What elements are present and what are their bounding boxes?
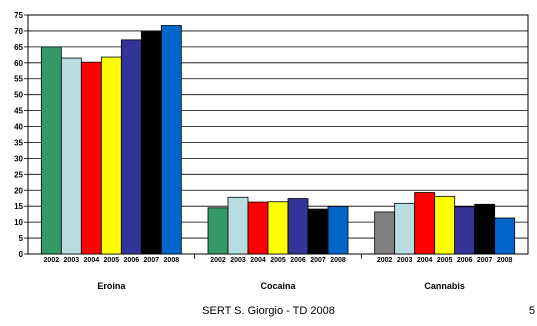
y-tick-label: 10 xyxy=(14,218,23,227)
x-tick-label: 2006 xyxy=(290,257,306,264)
x-tick-label: 2002 xyxy=(210,257,226,264)
x-tick-label: 2006 xyxy=(124,257,140,264)
x-tick-label: 2007 xyxy=(144,257,160,264)
x-tick-label: 2008 xyxy=(330,257,346,264)
x-tick-label: 2002 xyxy=(377,257,393,264)
bar xyxy=(414,192,436,255)
x-tick-label: 2005 xyxy=(104,257,120,264)
x-tick-label: 2006 xyxy=(457,257,473,264)
x-tick-label: 2003 xyxy=(230,257,246,264)
y-tick-label: 5 xyxy=(19,234,24,243)
bar xyxy=(100,56,122,255)
bar xyxy=(454,206,476,255)
bar xyxy=(40,46,62,255)
y-tick-label: 50 xyxy=(14,91,23,100)
group-label: Cannabis xyxy=(424,281,465,291)
x-tick-label: 2008 xyxy=(497,257,513,264)
y-tick-label: 70 xyxy=(14,27,23,36)
x-tick-label: 2003 xyxy=(397,257,413,264)
y-tick-label: 65 xyxy=(14,43,23,52)
y-tick-label: 35 xyxy=(14,138,23,147)
x-tick-label: 2002 xyxy=(44,257,60,264)
x-tick-label: 2004 xyxy=(250,257,266,264)
bar xyxy=(434,195,456,255)
bar xyxy=(394,202,416,255)
group-label: Cocaina xyxy=(260,281,296,291)
x-tick-label: 2007 xyxy=(477,257,493,264)
y-tick-label: 20 xyxy=(14,186,23,195)
page-number: 5 xyxy=(528,305,535,317)
x-tick-label: 2007 xyxy=(310,257,326,264)
x-tick-label: 2004 xyxy=(84,257,100,264)
y-tick-label: 60 xyxy=(14,59,23,68)
x-tick-label: 2008 xyxy=(164,257,180,264)
x-tick-label: 2004 xyxy=(417,257,433,264)
bar xyxy=(307,208,329,255)
bar xyxy=(207,207,229,255)
bar xyxy=(267,201,289,255)
bar xyxy=(120,39,142,255)
bar xyxy=(494,217,516,255)
y-tick-label: 75 xyxy=(14,11,23,20)
bar xyxy=(140,31,162,255)
bar xyxy=(327,206,349,255)
bar xyxy=(160,25,182,255)
bar xyxy=(227,196,249,255)
bar xyxy=(247,201,269,255)
footer-text: SERT S. Giorgio - TD 2008 xyxy=(202,305,335,317)
y-tick-label: 0 xyxy=(19,250,24,259)
y-tick-label: 45 xyxy=(14,107,23,116)
bar xyxy=(474,203,496,255)
bar xyxy=(80,61,102,255)
y-tick-label: 15 xyxy=(14,202,23,211)
y-tick-label: 25 xyxy=(14,170,23,179)
group-label: Eroina xyxy=(97,281,126,291)
bar xyxy=(374,211,396,255)
x-tick-label: 2005 xyxy=(437,257,453,264)
bar-chart: 0 5 10 15 20 25 30 35 40 45 50 55 60 65 70 75 2002 2003 20… xyxy=(14,11,529,291)
bar xyxy=(60,57,82,255)
bar xyxy=(287,198,309,255)
y-tick-label: 40 xyxy=(14,123,23,132)
x-tick-label: 2005 xyxy=(270,257,286,264)
x-tick-label: 2003 xyxy=(64,257,80,264)
y-tick-label: 30 xyxy=(14,154,23,163)
y-tick-label: 55 xyxy=(14,75,23,84)
